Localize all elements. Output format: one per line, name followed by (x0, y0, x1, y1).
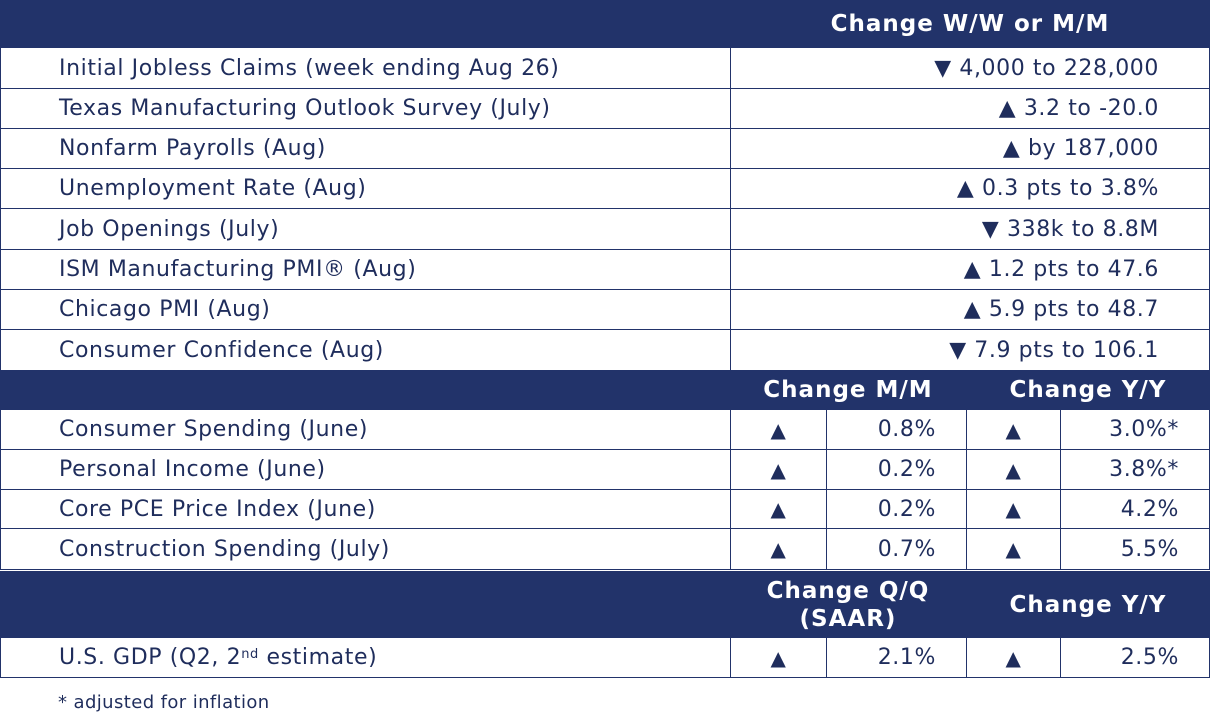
yy-value: 3.8%* (1109, 457, 1179, 482)
indicator-value: ▼ 338k to 8.8M (981, 216, 1159, 242)
up-arrow-icon: ▲ (967, 490, 1061, 528)
table-row: Job Openings (July) ▼ 338k to 8.8M (0, 209, 1210, 250)
indicator-value: ▲ 1.2 pts to 47.6 (963, 257, 1159, 282)
up-arrow-icon: ▲ (967, 638, 1061, 677)
header-change-qq-line1: Change Q/Q (766, 577, 930, 604)
table-row: Consumer Spending (June) ▲ 0.8% ▲ 3.0%* (0, 410, 1210, 450)
indicator-label: Chicago PMI (Aug) (1, 290, 731, 329)
up-arrow-icon: ▲ (731, 410, 827, 449)
section-divider (0, 569, 1210, 571)
header-blank (0, 0, 730, 48)
qq-value: 2.1% (827, 638, 967, 677)
mm-value: 0.7% (827, 529, 967, 569)
indicator-label: Core PCE Price Index (June) (1, 490, 731, 528)
header-change-yy: Change Y/Y (1009, 377, 1167, 403)
indicator-value: ▲ 5.9 pts to 48.7 (963, 297, 1159, 322)
yy-value: 5.5% (1120, 536, 1179, 562)
table-row: Texas Manufacturing Outlook Survey (July… (0, 89, 1210, 129)
up-arrow-icon: ▲ (967, 529, 1061, 569)
footnote: * adjusted for inflation (58, 692, 270, 713)
economic-indicators-table: Change W/W or M/M Initial Jobless Claims… (0, 0, 1210, 678)
indicator-label: Initial Jobless Claims (week ending Aug … (1, 48, 731, 88)
table-row: Nonfarm Payrolls (Aug) ▲ by 187,000 (0, 129, 1210, 169)
indicator-label: Construction Spending (July) (1, 529, 731, 569)
table-row: Initial Jobless Claims (week ending Aug … (0, 48, 1210, 89)
indicator-value: ▲ 0.3 pts to 3.8% (956, 176, 1159, 201)
header-row-3: Change Q/Q (SAAR) Change Y/Y (0, 571, 1210, 638)
yy-value: 4.2% (1120, 496, 1179, 522)
up-arrow-icon: ▲ (731, 450, 827, 489)
up-arrow-icon: ▲ (731, 490, 827, 528)
header-row-1: Change W/W or M/M (0, 0, 1210, 48)
indicator-value: ▼ 7.9 pts to 106.1 (949, 337, 1159, 363)
gdp-label-pre: U.S. GDP (Q2, 2 (59, 645, 242, 670)
up-arrow-icon: ▲ (731, 529, 827, 569)
indicator-value: ▲ 3.2 to -20.0 (998, 96, 1159, 121)
gdp-label-post: estimate) (258, 645, 378, 670)
header-blank (0, 571, 730, 638)
indicator-label: ISM Manufacturing PMI® (Aug) (1, 250, 731, 289)
header-change-qq-line2: (SAAR) (799, 605, 897, 632)
header-row-2: Change M/M Change Y/Y (0, 370, 1210, 410)
indicator-value: ▲ by 187,000 (1002, 136, 1159, 161)
header-change-yy: Change Y/Y (1009, 591, 1167, 618)
up-arrow-icon: ▲ (967, 410, 1061, 449)
table-row: Chicago PMI (Aug) ▲ 5.9 pts to 48.7 (0, 290, 1210, 330)
table-row: Consumer Confidence (Aug) ▼ 7.9 pts to 1… (0, 330, 1210, 370)
up-arrow-icon: ▲ (731, 638, 827, 677)
table-row: Unemployment Rate (Aug) ▲ 0.3 pts to 3.8… (0, 169, 1210, 209)
header-change-qq: Change Q/Q (SAAR) (730, 571, 966, 638)
indicator-label: Job Openings (July) (1, 209, 731, 249)
indicator-label: Consumer Confidence (Aug) (1, 330, 731, 370)
mm-value: 0.2% (827, 490, 967, 528)
header-change-ww-mm: Change W/W or M/M (830, 11, 1110, 37)
indicator-label: Unemployment Rate (Aug) (1, 169, 731, 208)
yy-value: 3.0%* (1109, 417, 1179, 442)
indicator-label: Consumer Spending (June) (1, 410, 731, 449)
indicator-value: ▼ 4,000 to 228,000 (934, 55, 1159, 81)
up-arrow-icon: ▲ (967, 450, 1061, 489)
table-row: Construction Spending (July) ▲ 0.7% ▲ 5.… (0, 529, 1210, 569)
mm-value: 0.8% (827, 410, 967, 449)
mm-value: 0.2% (827, 450, 967, 489)
table-row: Personal Income (June) ▲ 0.2% ▲ 3.8%* (0, 450, 1210, 490)
header-change-mm: Change M/M (763, 377, 933, 403)
header-blank (0, 370, 730, 410)
table-row: ISM Manufacturing PMI® (Aug) ▲ 1.2 pts t… (0, 250, 1210, 290)
yy-value: 2.5% (1120, 645, 1179, 670)
table-row: Core PCE Price Index (June) ▲ 0.2% ▲ 4.2… (0, 490, 1210, 529)
indicator-label: Personal Income (June) (1, 450, 731, 489)
indicator-label: Nonfarm Payrolls (Aug) (1, 129, 731, 168)
indicator-label: Texas Manufacturing Outlook Survey (July… (1, 89, 731, 128)
